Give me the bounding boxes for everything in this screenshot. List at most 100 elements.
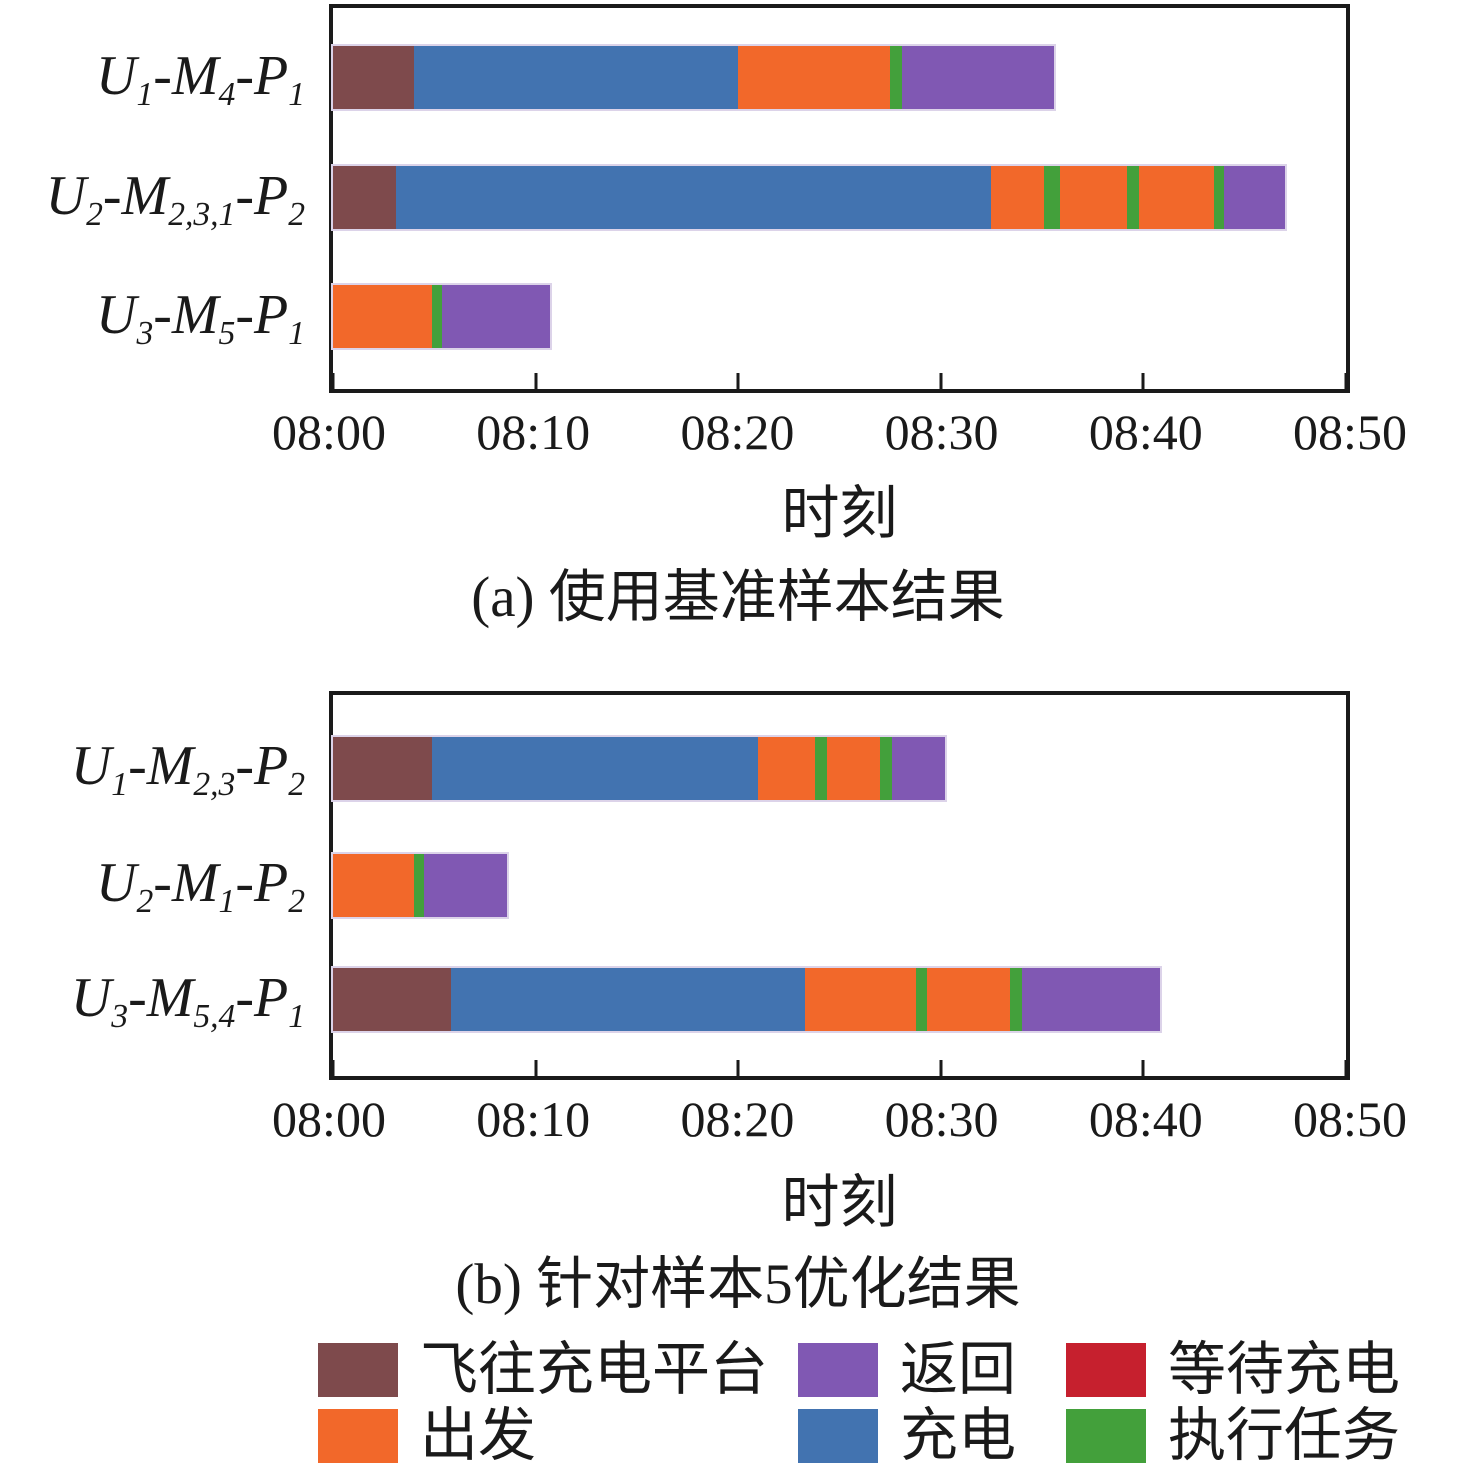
bar-segment-task <box>815 737 828 800</box>
gantt-bar-row <box>333 166 1286 229</box>
row-label-text: U <box>96 284 137 346</box>
row-label-subscript: 2 <box>136 883 154 921</box>
row-label-text: -M <box>153 45 219 107</box>
legend-label-charge: 充电 <box>900 1403 1017 1464</box>
bar-segment-depart <box>805 968 917 1031</box>
row-label-subscript: 5,4 <box>193 998 236 1036</box>
axis-tick <box>939 1060 943 1076</box>
legend-item-wait: 等待充电 <box>1066 1341 1400 1399</box>
bar-segment-depart <box>333 285 433 348</box>
bar-segment-depart <box>991 166 1045 229</box>
legend-label-depart: 出发 <box>420 1403 537 1464</box>
bar-segment-task <box>880 737 893 800</box>
axis-tick <box>1141 373 1145 389</box>
gantt-bar-row <box>333 968 1160 1031</box>
row-label-subscript: 5 <box>218 315 236 353</box>
bar-segment-return <box>1021 968 1160 1031</box>
row-label-subscript: 1 <box>288 76 305 114</box>
x-axis-ticks-a: 08:00 08:10 08:20 08:30 08:40 08:50 <box>272 404 1407 464</box>
bar-segment-depart <box>827 737 880 800</box>
bar-segment-charge <box>414 46 739 109</box>
x-tick-label: 08:30 <box>884 404 999 460</box>
row-label-subscript: 1 <box>218 883 236 921</box>
legend-item-return: 返回 <box>798 1341 1016 1399</box>
axis-tick <box>331 373 335 389</box>
bar-segment-return <box>442 285 550 348</box>
row-label-text: U <box>70 967 112 1029</box>
legend-swatch-task <box>1066 1409 1146 1463</box>
legend-label-fly: 飞往充电平台 <box>420 1337 769 1402</box>
caption-a: (a) 使用基准样本结果 <box>471 566 1005 629</box>
x-tick-label: 08:50 <box>1293 404 1407 460</box>
bar-segment-depart <box>738 46 891 109</box>
axis-tick <box>1344 1060 1348 1076</box>
gantt-bar-row <box>333 285 550 348</box>
bar-segment-task <box>432 285 443 348</box>
x-axis-ticks-b: 08:00 08:10 08:20 08:30 08:40 08:50 <box>272 1091 1407 1151</box>
axis-tick <box>331 1060 335 1076</box>
row-label-subscript: 2 <box>288 196 305 234</box>
row-label-text: -M <box>128 967 194 1029</box>
axis-tick <box>736 1060 740 1076</box>
row-label-text: -M <box>102 165 169 227</box>
row-label-subscript: 1 <box>288 315 305 353</box>
row-label: U1-M2,3-P2 <box>0 731 317 820</box>
row-label-text: -P <box>235 967 289 1029</box>
bar-segment-fly <box>333 737 433 800</box>
x-tick-label: 08:00 <box>272 404 386 460</box>
x-tick-label: 08:30 <box>884 1091 999 1147</box>
legend-item-fly: 飞往充电平台 <box>318 1337 769 1402</box>
legend-swatch-charge <box>798 1409 878 1463</box>
legend-item-charge: 充电 <box>798 1403 1017 1464</box>
gantt-bar-row <box>333 854 508 917</box>
bar-segment-depart <box>926 968 1010 1031</box>
row-label-text: -M <box>128 735 194 797</box>
row-label-text: -P <box>235 165 289 227</box>
row-label-subscript: 2 <box>288 883 305 921</box>
axis-tick <box>939 373 943 389</box>
axis-tick <box>736 373 740 389</box>
row-label-subscript: 2 <box>86 196 103 234</box>
x-tick-label: 08:50 <box>1293 1091 1407 1147</box>
bar-segment-charge <box>432 737 759 800</box>
plot-area-b <box>329 691 1350 1080</box>
caption-b: (b) 针对样本5优化结果 <box>455 1253 1021 1316</box>
bar-segment-task <box>890 46 903 109</box>
row-label-subscript: 4 <box>218 76 236 114</box>
x-tick-label: 08:00 <box>272 1091 386 1147</box>
bar-segment-depart <box>333 854 415 917</box>
bar-segment-fly <box>333 166 396 229</box>
legend-item-depart: 出发 <box>318 1403 537 1464</box>
bar-segment-task <box>1127 166 1140 229</box>
axis-tick <box>534 1060 538 1076</box>
x-tick-label: 08:20 <box>680 404 795 460</box>
row-label-subscript: 1 <box>288 998 305 1036</box>
bar-segment-depart <box>1139 166 1215 229</box>
bar-segment-task <box>1009 968 1022 1031</box>
axis-tick <box>1344 373 1348 389</box>
bar-segment-charge <box>450 968 806 1031</box>
bar-segment-return <box>892 737 945 800</box>
row-label-text: -P <box>235 284 289 346</box>
row-label: U3-M5,4-P1 <box>0 963 317 1052</box>
legend-label-task: 执行任务 <box>1168 1403 1401 1464</box>
row-label-text: -P <box>235 852 289 914</box>
row-label-subscript: 2,3 <box>193 766 236 804</box>
row-label-text: U <box>96 852 137 914</box>
bar-segment-task <box>916 968 927 1031</box>
bar-segment-return <box>1224 166 1286 229</box>
row-label-text: -P <box>235 45 289 107</box>
row-label-text: -P <box>235 735 289 797</box>
x-tick-label: 08:40 <box>1088 404 1203 460</box>
x-axis-label-a: 时刻 <box>781 481 898 546</box>
row-label-text: -M <box>153 284 219 346</box>
plot-area-a <box>329 4 1350 393</box>
bar-segment-depart <box>758 737 816 800</box>
row-label: U3-M5-P1 <box>0 280 317 369</box>
bar-segment-return <box>424 854 508 917</box>
x-tick-label: 08:20 <box>680 1091 795 1147</box>
bar-segment-depart <box>1060 166 1128 229</box>
row-label-text: U <box>96 45 137 107</box>
row-label: U2-M1-P2 <box>0 848 317 937</box>
